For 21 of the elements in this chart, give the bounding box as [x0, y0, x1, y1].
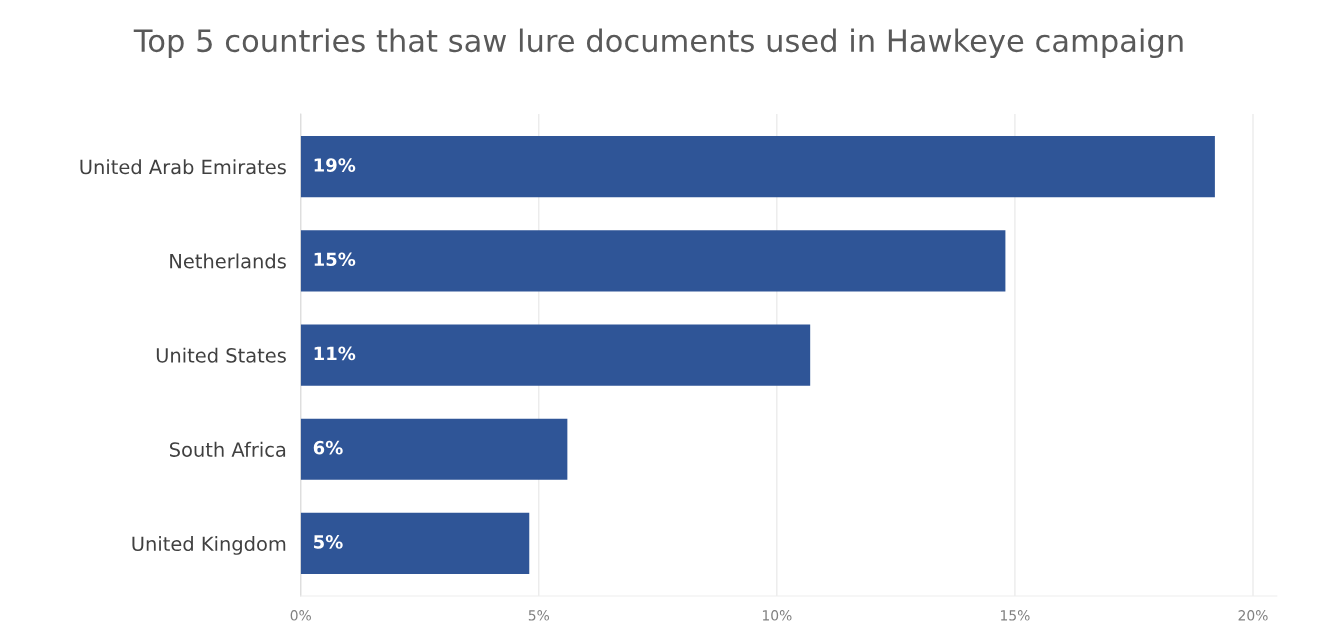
x-tick-label: 15% — [1001, 610, 1030, 621]
x-tick-label: 0% — [290, 610, 311, 621]
chart-title: Top 5 countries that saw lure documents used in Hawkeye campaign — [133, 28, 1183, 59]
data-label: 19% — [314, 158, 356, 172]
x-tick-label: 20% — [1238, 610, 1268, 621]
data-label: 6% — [313, 440, 343, 455]
y-tick-label: Netherlands — [170, 253, 286, 269]
bar — [300, 136, 1215, 198]
y-tick-label: United Kingdom — [132, 536, 286, 555]
bar — [300, 324, 811, 386]
bar — [300, 512, 530, 575]
x-tick-label: 10% — [762, 610, 792, 621]
x-tick-label: 5% — [528, 610, 550, 621]
y-tick-label: United Arab Emirates — [80, 159, 286, 175]
data-label: 5% — [314, 535, 343, 549]
data-label: 15% — [314, 252, 356, 267]
data-label: 11% — [314, 346, 356, 361]
y-tick-label: United States — [156, 347, 286, 363]
y-tick-label: South Africa — [169, 441, 286, 457]
bar — [300, 230, 1006, 292]
bar — [300, 418, 568, 480]
